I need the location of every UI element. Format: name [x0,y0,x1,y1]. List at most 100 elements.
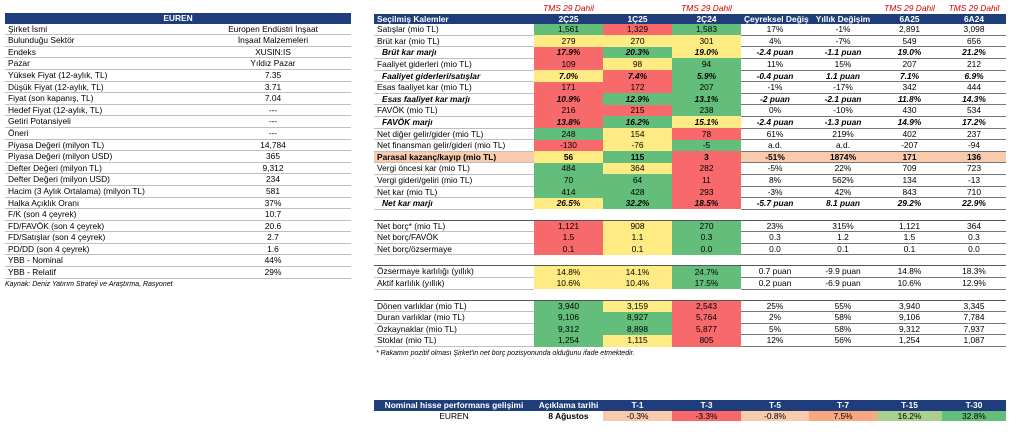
cell-value: 1.2 [809,231,877,244]
cell-value: 32.2% [603,197,672,210]
spacer-row [374,255,1006,266]
tms-label: TMS 29 Dahil [681,3,732,13]
cell-value: 25% [741,299,809,313]
cell-value: 98 [603,58,672,71]
cell-value: 0.0 [741,243,809,256]
tms-label: TMS 29 Dahil [543,3,594,13]
table-row: Vergi gideri/geliri (mio TL) 70 64 11 8% 562%… [374,174,1006,187]
cell-value: -1.1 puan [809,46,877,59]
perf-header: T-3 [700,400,713,410]
cell-value: 7.4% [603,70,672,82]
cell-value: 293 [672,186,741,198]
info-value: 10.7 [195,208,352,221]
header-row: Seçilmiş Kalemler 2Ç25 1Ç25 2Ç24 Çeyreks… [374,13,1006,25]
cell-value: 2,891 [877,24,942,36]
cell-value: 64 [603,174,672,186]
company-title: EUREN [5,13,352,24]
info-value: 581 [195,185,352,198]
cell-value: 58% [809,323,877,336]
info-row: Yüksek Fiyat (12-aylık, TL) 7.35 [5,69,352,82]
table-row: Net kar marjı 26.5% 32.2% 18.5% -5.7 puan 8.1… [374,197,1006,210]
table-row: Dönen varlıklar (mio TL) 3,940 3,159 2,543 2… [374,299,1006,313]
cell-value: -1.3 puan [809,116,877,129]
cell-value: 5% [741,323,809,336]
table-row: FAVÖK marjı 13.8% 16.2% 15.1% -2.4 puan -1.3 … [374,116,1006,129]
cell-value: 10.6% [877,277,942,290]
table-row: FAVÖK (mio TL) 216 215 238 0% -10% 430 534 [374,104,1006,117]
cell-value: 402 [877,128,942,141]
info-value: XUSIN:IS [195,46,352,59]
col-header: 1Ç25 [627,13,648,24]
cell-value: 207 [877,58,942,71]
row-label: Esas faaliyet kar marjı [374,93,534,106]
info-value: 9,312 [195,162,352,175]
info-row: Halka Açıklık Oranı 37% [5,197,352,210]
cell-value: 24.7% [672,265,741,278]
cell-value: 12.9% [942,277,1006,290]
cell-value: 0.1 [534,243,603,255]
cell-value: 17.9% [534,46,603,59]
cell-value: 723 [942,162,1006,175]
info-value: --- [195,115,352,128]
col-header: 2Ç25 [558,13,579,24]
row-label: Net finansman gelir/gideri (mio TL) [374,139,534,152]
info-value: 37% [195,197,352,210]
table-row: Net diğer gelir/gider (mio TL) 248 154 78 61… [374,128,1006,141]
cell-value: 215 [603,104,672,117]
info-row: Endeks XUSIN:IS [5,46,352,59]
cell-value: 5,877 [672,323,741,335]
row-label: Özkaynaklar (mio TL) [374,323,534,336]
cell-value: 18.5% [672,197,741,210]
info-label: F/K (son 4 çeyrek) [5,208,195,221]
info-value: --- [195,104,352,117]
row-label: Net borç* (mio TL) [374,219,534,233]
col-header: 6A25 [899,13,920,24]
info-row: Defter Değeri (milyon TL) 9,312 [5,162,352,175]
cell-value: 238 [672,104,741,117]
row-label: Net diğer gelir/gider (mio TL) [374,128,534,141]
cell-value: 1,561 [534,24,603,36]
cell-value: 1,087 [942,334,1006,348]
info-row: PD/DD (son 4 çeyrek) 1.6 [5,243,352,256]
cell-value: 562% [809,174,877,187]
cell-value: 8,898 [603,323,672,335]
info-label: Şirket İsmi [5,23,195,36]
info-label: YBB - Nominal [5,254,195,268]
cell-value: 444 [942,81,1006,94]
cell-value: 17% [741,24,809,36]
cell-value: 1,583 [672,24,741,36]
perf-header: T-5 [768,400,782,410]
cell-value: 58% [809,311,877,324]
cell-value: 5.9% [672,70,741,82]
cell-value: -2.4 puan [741,116,809,129]
cell-value: 136 [942,151,1006,164]
info-label: Öneri [5,127,195,140]
cell-value: 154 [603,128,672,140]
cell-value: 11% [741,58,809,71]
cell-value: 3,940 [877,299,942,313]
cell-value: -130 [534,139,603,152]
cell-value: 14.1% [603,265,672,278]
cell-value: 8% [741,174,809,187]
cell-value: -7% [809,35,877,48]
info-label: Hacim (3 Aylık Ortalama) (milyon TL) [5,185,195,198]
financials-panel: TMS 29 Dahil TMS 29 Dahil TMS 29 Dahil T… [374,3,1006,357]
cell-value: 908 [603,219,672,232]
table-row: Brüt kar (mio TL) 279 270 301 4% -7% 549 656 [374,35,1006,48]
cell-value: 5,764 [672,311,741,324]
cell-value: 56% [809,334,877,348]
cell-value: 13.1% [672,93,741,105]
cell-value: 216 [534,104,603,117]
cell-value: 10.4% [603,277,672,290]
cell-value: 7,937 [942,323,1006,336]
cell-value: 534 [942,104,1006,117]
row-label: Dönen varlıklar (mio TL) [374,299,534,313]
col-header: 2Ç24 [696,13,717,24]
cell-value: 11.8% [877,93,942,106]
info-row: Bulunduğu Sektör İnşaat Malzemeleri [5,34,352,47]
cell-value: 709 [877,162,942,175]
info-label: Pazar [5,57,195,70]
cell-value: 8.1 puan [809,197,877,210]
cell-value: 22% [809,162,877,175]
cell-value: 171 [534,81,603,94]
